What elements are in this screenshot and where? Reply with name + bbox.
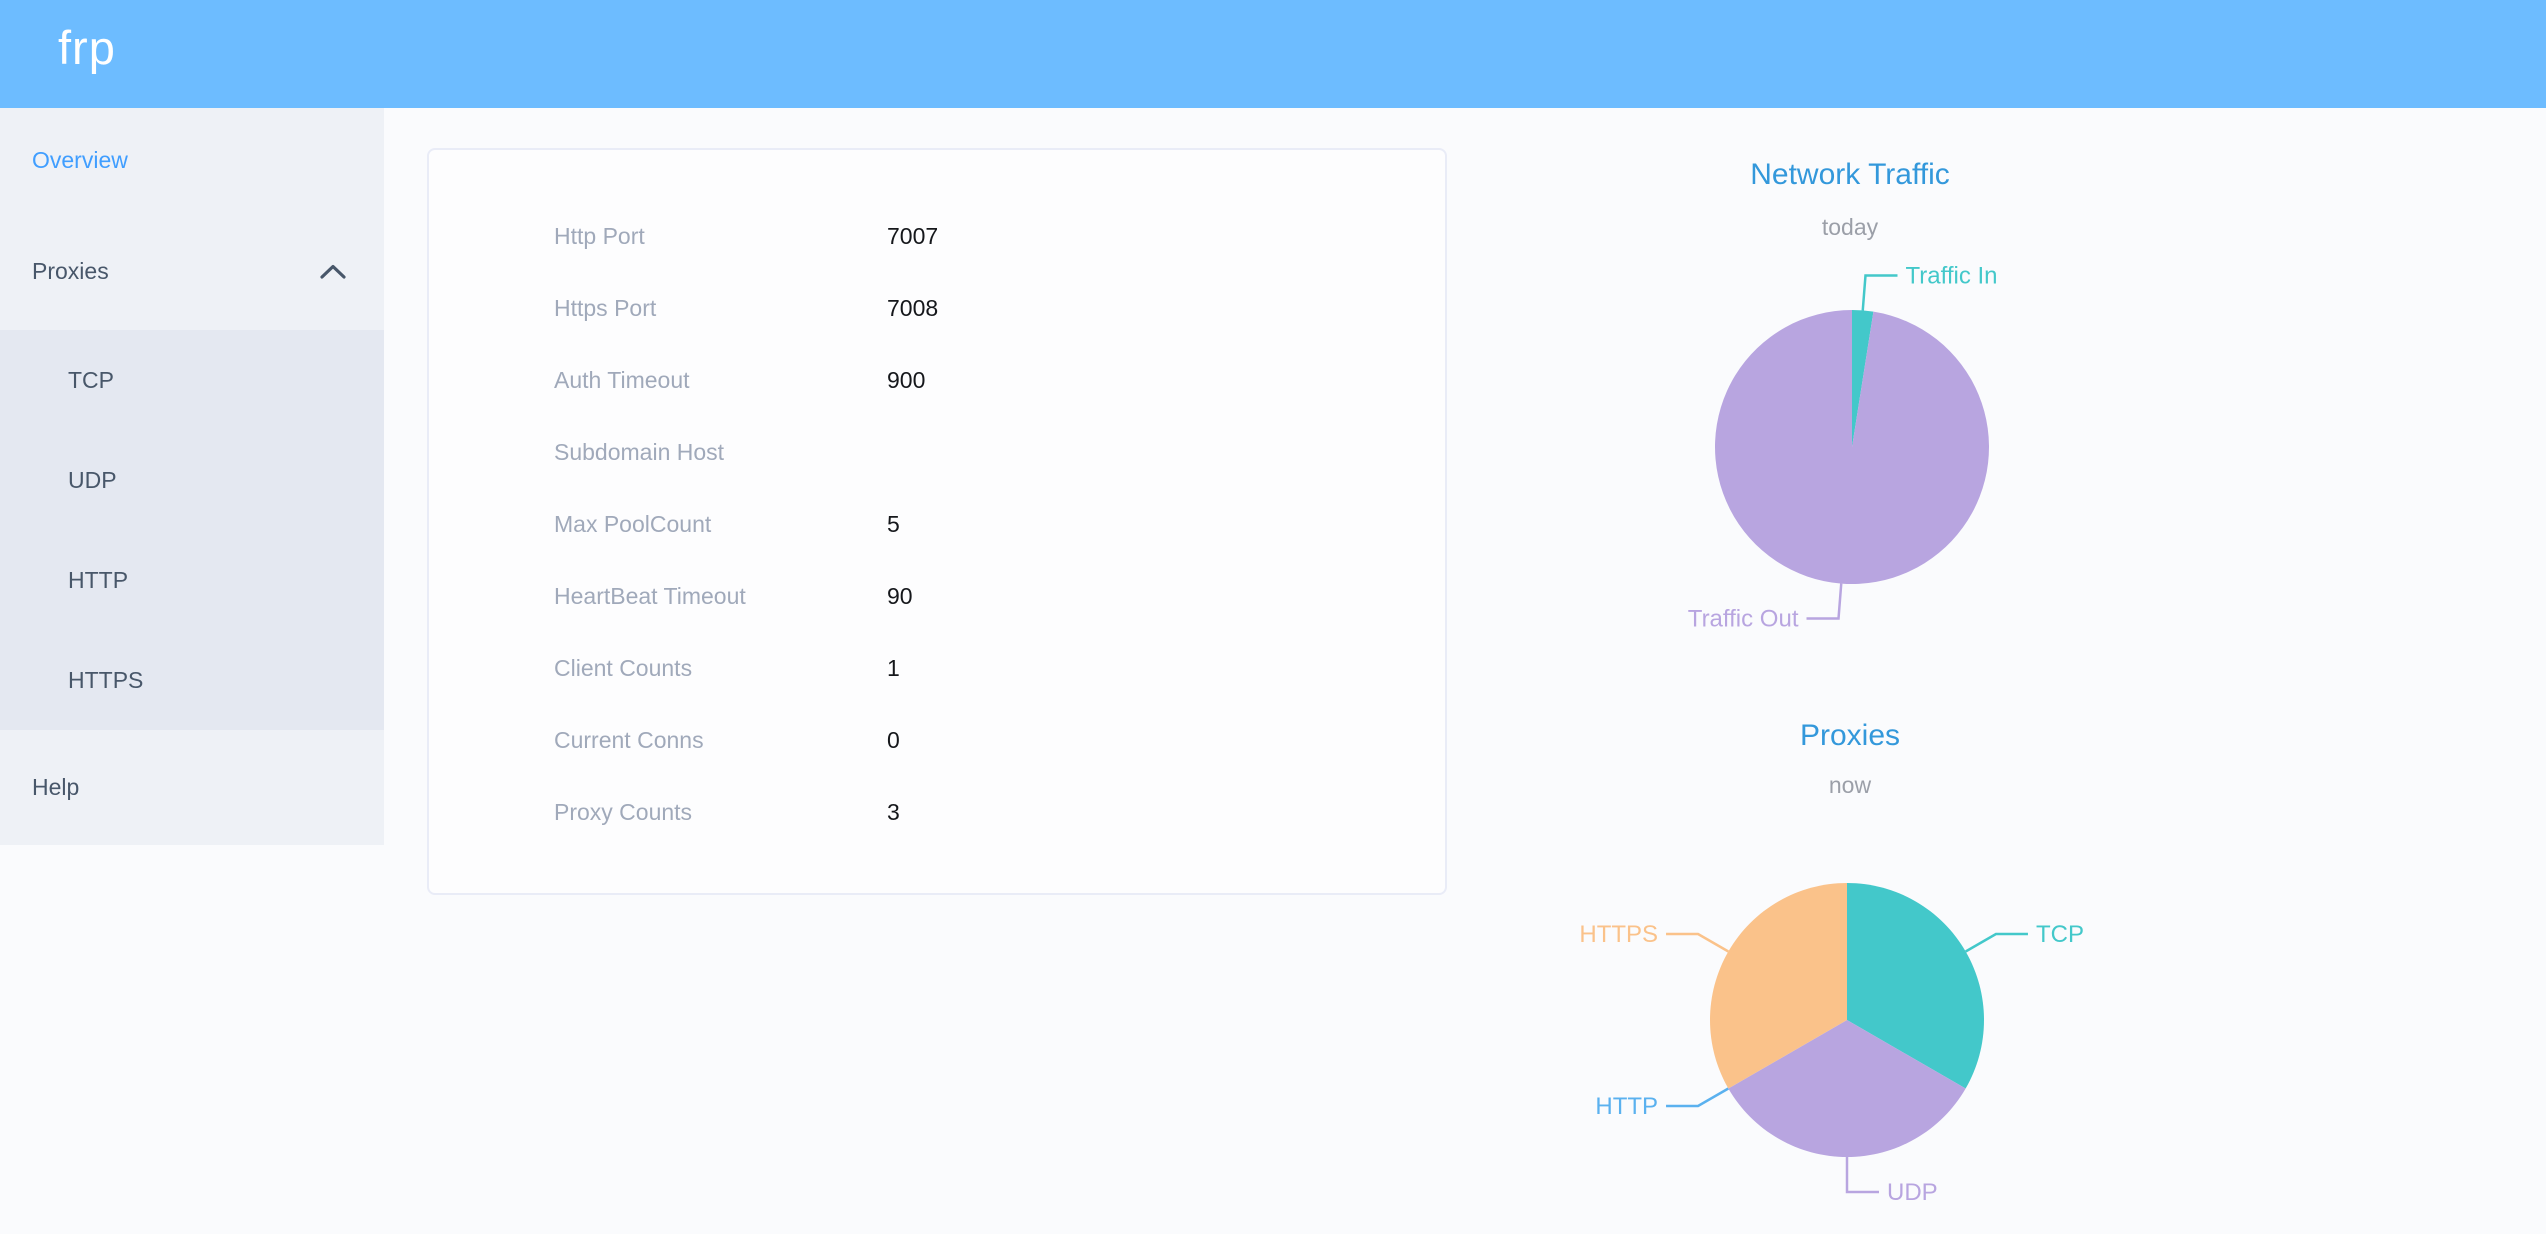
info-row-proxy-counts: Proxy Counts 3 [429, 776, 1445, 848]
sidebar-item-udp[interactable]: UDP [0, 430, 384, 530]
info-label: Http Port [554, 222, 645, 249]
sidebar: Overview Proxies TCP UDP HTTP HTTPS Help [0, 108, 384, 845]
info-label: Auth Timeout [554, 366, 690, 393]
info-value: 7008 [887, 294, 939, 321]
info-label: Max PoolCount [554, 510, 712, 537]
sidebar-item-label: HTTPS [68, 666, 144, 693]
info-value: 900 [887, 366, 926, 393]
info-row-subdomain-host: Subdomain Host [429, 416, 1445, 488]
info-row-client-counts: Client Counts 1 [429, 632, 1445, 704]
network-traffic-subtitle: today [1821, 214, 1879, 240]
proxies-subtitle: now [1828, 772, 1872, 798]
info-row-max-poolcount: Max PoolCount 5 [429, 488, 1445, 560]
info-row-auth-timeout: Auth Timeout 900 [429, 344, 1445, 416]
sidebar-item-help[interactable]: Help [0, 730, 384, 845]
network-traffic-title: Network Traffic [1750, 158, 1950, 191]
pie-slice-label: HTTPS [1579, 921, 1658, 948]
info-value: 7007 [887, 222, 939, 249]
network-traffic-pie-chart[interactable]: Traffic In Traffic Out [1540, 240, 2160, 660]
app-header: frp [0, 0, 2546, 108]
info-value: 1 [887, 654, 900, 681]
info-label: Https Port [554, 294, 657, 321]
info-label: Current Conns [554, 726, 704, 753]
sidebar-item-label: HTTP [68, 566, 129, 593]
pie-slice-label: UDP [1887, 1179, 1938, 1206]
info-label: HeartBeat Timeout [554, 582, 746, 609]
app-logo: frp [58, 21, 116, 74]
sidebar-submenu-proxies: TCP UDP HTTP HTTPS [0, 330, 384, 730]
sidebar-item-overview[interactable]: Overview [0, 108, 384, 212]
pie-slice-label: HTTP [1595, 1093, 1658, 1120]
info-value: 0 [887, 726, 900, 753]
sidebar-item-http[interactable]: HTTP [0, 530, 384, 630]
pie-slice-label: TCP [2036, 921, 2084, 948]
sidebar-item-proxies[interactable]: Proxies [0, 212, 384, 330]
info-row-current-conns: Current Conns 0 [429, 704, 1445, 776]
info-row-http-port: Http Port 7007 [429, 200, 1445, 272]
pie-slice-label: Traffic Out [1688, 605, 1799, 632]
info-row-https-port: Https Port 7008 [429, 272, 1445, 344]
sidebar-item-label: Help [32, 774, 80, 800]
proxies-title: Proxies [1799, 719, 1901, 752]
sidebar-item-https[interactable]: HTTPS [0, 630, 384, 730]
sidebar-item-tcp[interactable]: TCP [0, 330, 384, 430]
info-label: Client Counts [554, 654, 693, 681]
sidebar-item-label: Overview [32, 146, 128, 173]
info-label: Proxy Counts [554, 798, 693, 825]
info-row-heartbeat-timeout: HeartBeat Timeout 90 [429, 560, 1445, 632]
chevron-up-icon [320, 264, 346, 279]
sidebar-item-label: UDP [68, 466, 117, 493]
server-info-card: Http Port 7007 Https Port 7008 Auth Time… [427, 148, 1447, 895]
proxies-pie-chart[interactable]: TCP UDP HTTP HTTPS [1540, 820, 2160, 1234]
info-value: 3 [887, 798, 900, 825]
info-value: 5 [887, 510, 900, 537]
sidebar-item-label: TCP [68, 366, 114, 393]
sidebar-item-label: Proxies [32, 257, 109, 284]
info-value: 90 [887, 582, 913, 609]
info-label: Subdomain Host [554, 438, 725, 465]
pie-slice-label: Traffic In [1905, 263, 1997, 290]
